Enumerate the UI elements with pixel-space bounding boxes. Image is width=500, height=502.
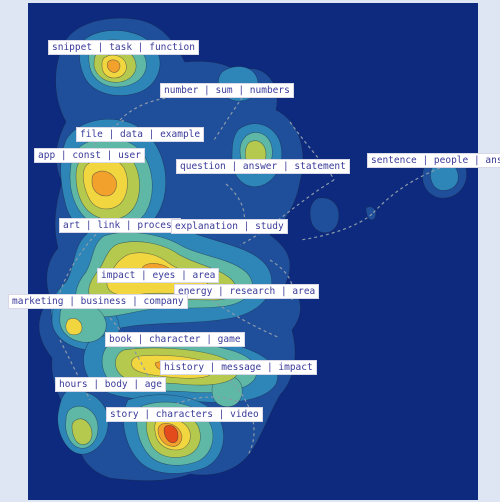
topic-label-impact-eyes: impact | eyes | area xyxy=(97,268,220,283)
topic-label-energy: energy | research | area xyxy=(174,284,320,299)
topic-label-number: number | sum | numbers xyxy=(160,83,294,98)
topic-label-question: question | answer | statement xyxy=(176,159,350,174)
topic-label-book: book | character | game xyxy=(105,332,245,347)
topic-label-history: history | message | impact xyxy=(160,360,317,375)
topic-label-marketing: marketing | business | company xyxy=(8,294,188,309)
topic-label-sentence: sentence | people | answe xyxy=(367,153,500,168)
topic-label-snippet: snippet | task | function xyxy=(48,40,199,55)
topic-label-explanation: explanation | study xyxy=(171,219,288,234)
topic-label-art: art | link | process xyxy=(59,218,182,233)
topic-label-story: story | characters | video xyxy=(106,407,263,422)
topic-label-file: file | data | example xyxy=(76,127,205,142)
contour-level-7 xyxy=(163,425,179,444)
topic-label-app: app | const | user xyxy=(34,148,145,163)
topic-label-hours: hours | body | age xyxy=(55,377,166,392)
